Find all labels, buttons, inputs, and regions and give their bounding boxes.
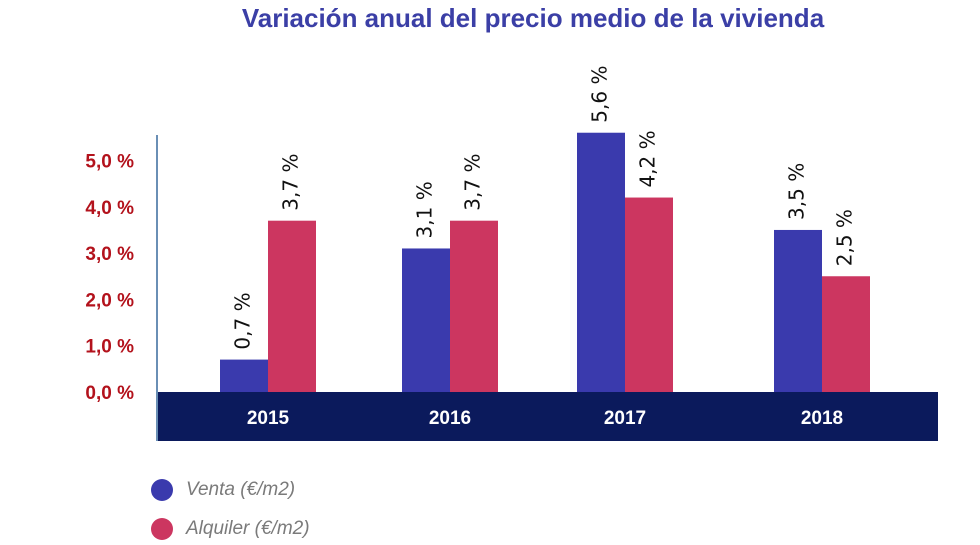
data-label: 3,7 %: [461, 154, 485, 211]
bar-2018-venta: [774, 229, 822, 392]
bars: [220, 132, 870, 392]
bar-2018-alquiler: [822, 276, 870, 392]
y-tick-labels: 0,0 % 1,0 % 2,0 % 3,0 % 4,0 % 5,0 %: [85, 152, 134, 405]
legend-marker: [151, 518, 173, 540]
bar-2017-venta: [577, 132, 625, 392]
y-tick-label: 0,0 %: [85, 383, 134, 404]
bar-2015-alquiler: [268, 220, 316, 392]
bar-2017-alquiler: [625, 197, 673, 392]
bar-2016-alquiler: [450, 220, 498, 392]
data-label: 2,5 %: [833, 209, 857, 266]
data-label: 3,5 %: [785, 163, 809, 220]
chart-title: Variación anual del precio medio de la v…: [242, 3, 825, 33]
legend: Venta (€/m2) Alquiler (€/m2): [151, 479, 310, 540]
data-label: 4,2 %: [636, 130, 660, 187]
y-tick-label: 2,0 %: [85, 290, 134, 311]
y-tick-label: 3,0 %: [85, 244, 134, 265]
bar-2016-venta: [402, 248, 450, 392]
legend-label: Alquiler (€/m2): [185, 518, 310, 539]
y-tick-label: 4,0 %: [85, 198, 134, 219]
data-label: 0,7 %: [231, 292, 255, 349]
bar-2015-venta: [220, 359, 268, 392]
x-tick-label: 2015: [247, 408, 290, 429]
legend-marker: [151, 479, 173, 501]
legend-label: Venta (€/m2): [186, 479, 295, 500]
data-labels: 0,7 % 3,1 % 5,6 % 3,5 % 3,7 % 3,7 % 4,2 % 2,5 %: [231, 66, 857, 350]
data-label: 5,6 %: [588, 66, 612, 123]
x-tick-label: 2017: [604, 408, 646, 429]
y-tick-label: 5,0 %: [85, 152, 134, 173]
data-label: 3,7 %: [279, 154, 303, 211]
data-label: 3,1 %: [413, 181, 437, 238]
category-band: [158, 392, 938, 441]
y-tick-label: 1,0 %: [85, 337, 134, 358]
x-tick-label: 2018: [801, 408, 843, 429]
x-tick-label: 2016: [429, 408, 471, 429]
x-tick-labels: 2015 2016 2017 2018: [247, 408, 843, 429]
